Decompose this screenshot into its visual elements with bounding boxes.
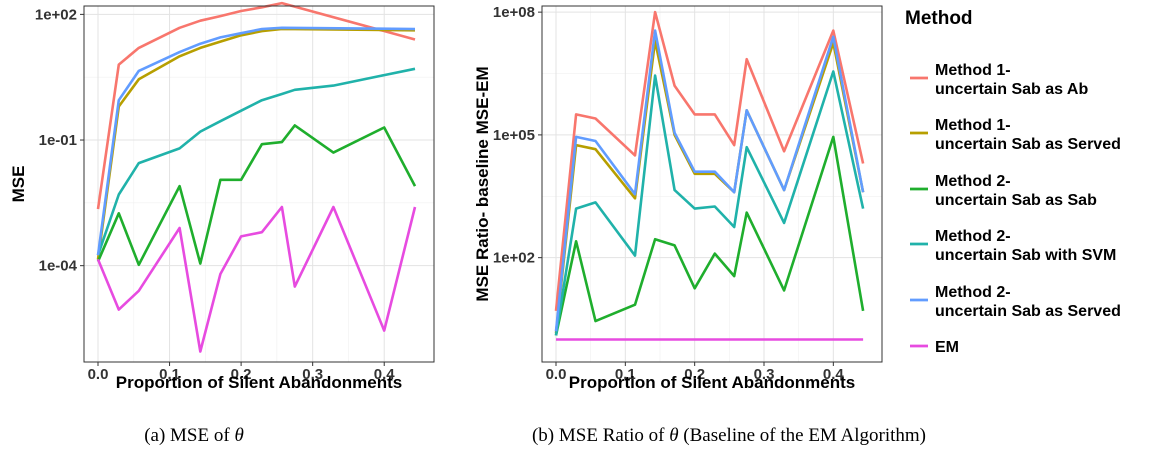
chart-a-x-tick-label: 0.2	[231, 366, 252, 383]
chart-b-series-method-2-uncertain-sab-as-sab	[554, 135, 865, 336]
legend-label-line1: Method 1-	[935, 117, 1011, 134]
chart-b-y-tick-label: 1e+08	[493, 4, 535, 21]
legend-label-line2: uncertain Sab as Sab	[935, 192, 1097, 209]
chart-b-x-tick-label: 0.2	[684, 366, 705, 383]
chart-a-plot-area	[83, 5, 435, 363]
legend-label-line1: EM	[935, 339, 959, 356]
chart-b-x-tick-label: 0.0	[546, 366, 567, 383]
legend-label-line2: uncertain Sab as Ab	[935, 81, 1088, 98]
legend-label-line1: Method 2-	[935, 228, 1011, 245]
chart-a-series-method-2-uncertain-sab-as-served	[96, 26, 416, 256]
chart-a-y-tick-label: 1e-01	[39, 132, 77, 149]
chart-a-x-tick-label: 0.3	[302, 366, 323, 383]
chart-a-xlabel: Proportion of Silent Abandonments	[116, 373, 402, 392]
chart-a-x-tick-label: 0.0	[88, 366, 109, 383]
chart-a-series-method-1-uncertain-sab-as-ab	[96, 1, 416, 210]
legend-label-line1: Method 2-	[935, 284, 1011, 301]
chart-a: 0.0 0.1 0.2 0.3 0.4 1e+02 1e-01 1e-04 Proporti…	[9, 1, 435, 446]
chart-a-x-tick-label: 0.1	[159, 366, 180, 383]
legend-item: Method 1- uncertain Sab as Served	[910, 117, 1121, 153]
chart-a-series-method-2-uncertain-sab-with-svm	[96, 67, 416, 256]
chart-a-y-tick-label: 1e+02	[35, 6, 77, 23]
legend-title: Method	[905, 8, 973, 29]
legend-label-line1: Method 1-	[935, 62, 1011, 79]
chart-b-y-tick-label: 1e+02	[493, 250, 535, 267]
legend-label-line2: uncertain Sab with SVM	[935, 247, 1116, 264]
chart-b-ylabel: MSE Ratio- baseline MSE-EM	[473, 66, 492, 301]
legend-item: Method 2- uncertain Sab with SVM	[910, 228, 1116, 264]
legend-item: Method 1- uncertain Sab as Ab	[910, 62, 1088, 98]
chart-a-series-method-2-uncertain-sab-as-sab	[96, 124, 417, 267]
chart-b-caption: (b) MSE Ratio of θ (Baseline of the EM A…	[532, 425, 926, 446]
chart-b-y-tick-label: 1e+05	[493, 127, 535, 144]
chart-a-series-em	[96, 205, 417, 353]
chart-b-series-method-1-uncertain-sab-as-ab	[554, 10, 865, 312]
chart-a-caption: (a) MSE of θ	[144, 425, 244, 446]
chart-b-series-method-2-uncertain-sab-as-served	[554, 29, 865, 332]
legend-item: Method 2- uncertain Sab as Sab	[910, 173, 1097, 209]
legend-item: Method 2- uncertain Sab as Served	[910, 284, 1121, 320]
legend-item: EM	[910, 339, 959, 356]
chart-b-x-tick-label: 0.3	[754, 366, 775, 383]
chart-b-series-method-2-uncertain-sab-with-svm	[554, 70, 865, 336]
chart-a-x-tick-label: 0.4	[374, 366, 396, 383]
chart-a-ylabel: MSE	[9, 166, 28, 203]
legend-label-line2: uncertain Sab as Served	[935, 303, 1121, 320]
chart-b-x-tick-label: 0.1	[615, 366, 636, 383]
chart-b: 0.0 0.1 0.2 0.3 0.4 1e+08 1e+05 1e+02 Proporti…	[473, 4, 926, 446]
legend-label-line1: Method 2-	[935, 173, 1011, 190]
chart-a-y-tick-label: 1e-04	[39, 258, 78, 275]
legend: Method Method 1-uncertain Sab as AbMetho…	[905, 8, 1121, 356]
chart-a-series-method-1-uncertain-sab-as-served	[96, 27, 416, 260]
legend-label-line2: uncertain Sab as Served	[935, 136, 1121, 153]
chart-b-x-tick-label: 0.4	[823, 366, 845, 383]
chart-b-xlabel: Proportion of Silent Abandonments	[569, 373, 855, 392]
